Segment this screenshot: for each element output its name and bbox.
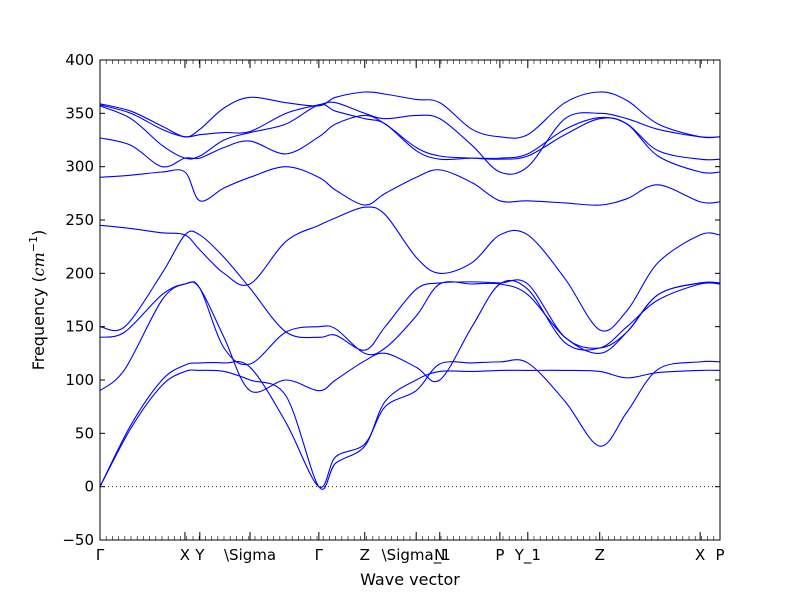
x-minor-ticks (99, 60, 721, 540)
y-tick-label: 50 (75, 424, 94, 442)
x-tick-label: X (695, 546, 705, 564)
y-tick-label: 200 (65, 264, 94, 282)
x-axis-label: Wave vector (360, 570, 460, 589)
x-tick-label: P (495, 546, 504, 564)
x-tick-label: P (715, 546, 724, 564)
y-ticks: −50 0 50 100 150 200 250 300 350 400 (62, 51, 720, 549)
x-tick-label: Γ (96, 546, 105, 564)
x-tick-label: Γ (315, 546, 324, 564)
y-axis-label-exp: −1 (27, 236, 40, 252)
y-tick-label: 300 (65, 158, 94, 176)
band-11-line (99, 91, 721, 139)
y-axis-label-close: ) (29, 230, 48, 236)
x-tick-label: Y (194, 546, 205, 564)
band-7-line (99, 166, 721, 206)
x-tick-label: \Sigma (224, 546, 276, 564)
x-tick-label: Z (595, 546, 605, 564)
series-group (99, 91, 721, 490)
y-tick-label: 150 (65, 318, 94, 336)
band-4-line (99, 281, 721, 366)
x-tick-label: \Sigma_1 (382, 546, 451, 565)
y-axis-label-text: Frequency ( (29, 276, 48, 370)
band-9-line (99, 103, 721, 161)
x-tick-label: N (434, 546, 445, 564)
band-10-line (99, 101, 721, 175)
y-tick-label: 250 (65, 211, 94, 229)
band-2-line (99, 359, 721, 488)
x-tick-label: X (180, 546, 190, 564)
band-1-line (99, 369, 721, 490)
x-tick-label: Y_1 (514, 546, 541, 565)
y-tick-label: 350 (65, 104, 94, 122)
y-tick-label: 100 (65, 371, 94, 389)
y-tick-label: 400 (65, 51, 94, 69)
y-tick-label: −50 (62, 531, 94, 549)
band-6-line (99, 206, 721, 332)
x-tick-label: Z (360, 546, 370, 564)
y-tick-label: 0 (84, 478, 94, 496)
y-axis-label: Frequency (cm−1) (27, 230, 48, 371)
band-5-line (99, 230, 721, 351)
y-axis-label-unit: cm (29, 252, 48, 276)
x-ticks: Γ X Y \Sigma Γ Z \Sigma_1N P Y_1 Z X P (96, 60, 725, 565)
